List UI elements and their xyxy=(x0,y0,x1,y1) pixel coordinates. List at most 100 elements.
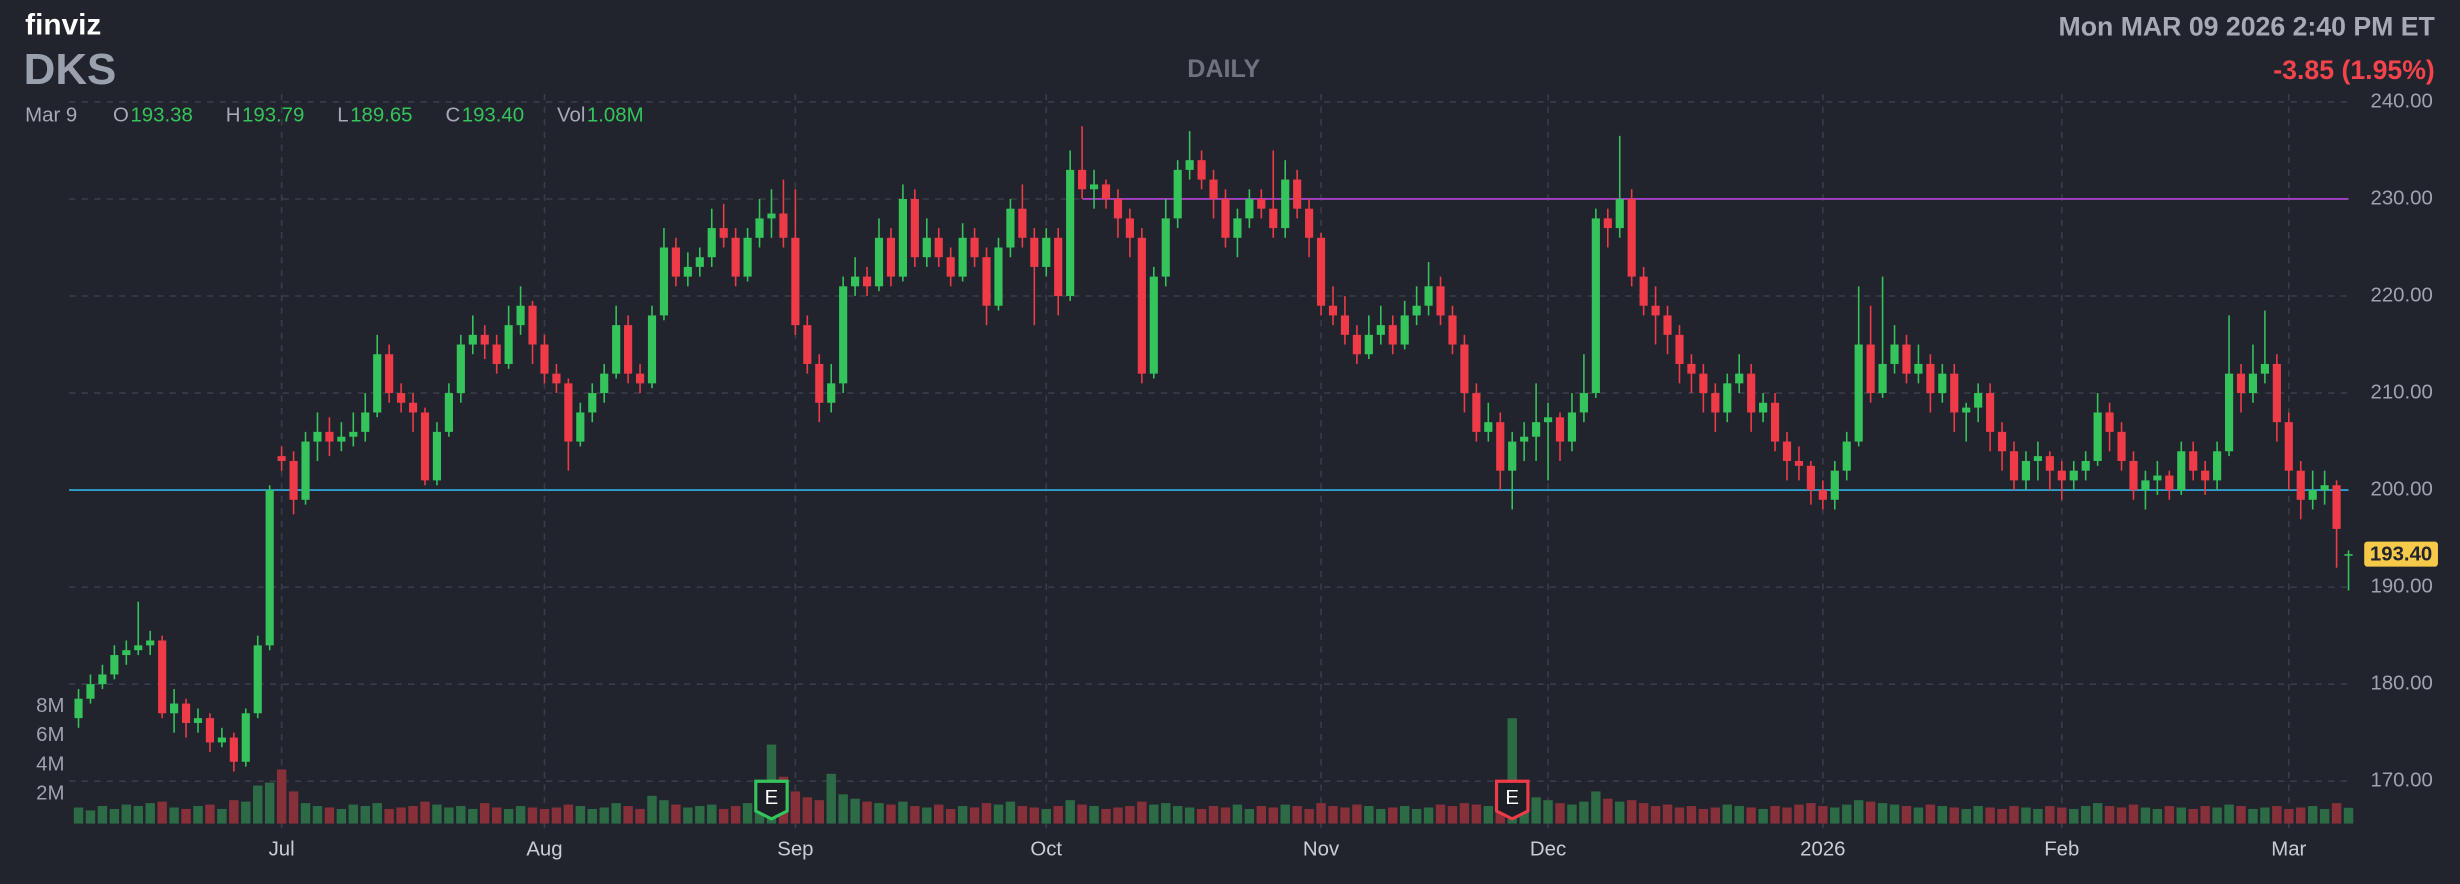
volume-bar xyxy=(1794,804,1804,824)
volume-bar xyxy=(1937,806,1948,824)
volume-bar xyxy=(444,807,454,824)
candle-body xyxy=(1830,470,1839,500)
volume-bar xyxy=(599,807,609,824)
volume-bar xyxy=(300,803,311,824)
volume-bar xyxy=(1376,808,1386,824)
volume-bar xyxy=(396,807,406,824)
quote-value: 1.08M xyxy=(587,104,644,126)
volume-bar xyxy=(276,769,287,824)
candle-body xyxy=(2213,451,2222,481)
candle-body xyxy=(1603,218,1612,229)
volume-bar xyxy=(324,807,335,824)
candle-body xyxy=(158,640,167,714)
candle-body xyxy=(1986,393,1995,432)
candle-body xyxy=(528,305,537,345)
volume-bar xyxy=(707,804,717,824)
quote-value: 193.40 xyxy=(462,104,524,126)
volume-bar xyxy=(2092,803,2103,824)
volume-bar xyxy=(730,806,741,824)
volume-bar xyxy=(838,794,848,824)
volume-bar xyxy=(1758,808,1768,824)
candle-body xyxy=(1030,237,1039,267)
volume-bar xyxy=(2188,808,2198,824)
volume-bar xyxy=(1483,806,1494,824)
volume-bar xyxy=(993,804,1004,824)
candle-body xyxy=(229,737,238,762)
candle-body xyxy=(1328,305,1338,316)
candle-body xyxy=(1472,393,1481,432)
candle-body xyxy=(1221,198,1230,238)
volume-bar xyxy=(2272,806,2282,824)
candle-body xyxy=(2236,373,2246,394)
x-tick-label: Jul xyxy=(269,839,295,861)
candle-body xyxy=(480,334,489,345)
volume-bar xyxy=(1244,808,1255,824)
volume-bar xyxy=(659,800,669,824)
candle-body xyxy=(1412,305,1421,316)
candle-body xyxy=(1962,407,1971,413)
candle-body xyxy=(851,276,860,287)
candle-body xyxy=(1209,179,1218,199)
volume-bar xyxy=(1842,804,1852,824)
candle-body xyxy=(2129,460,2138,491)
candle-body xyxy=(86,684,95,699)
volume-bar xyxy=(456,806,466,824)
volume-bar xyxy=(1961,808,1971,824)
candle-body xyxy=(647,315,657,384)
volume-bar xyxy=(1662,804,1673,824)
candle-body xyxy=(576,412,585,442)
quote-value: 193.38 xyxy=(130,104,192,126)
x-tick-label: 2026 xyxy=(1800,839,1845,861)
candle-body xyxy=(1759,402,1768,413)
candle-body xyxy=(1591,218,1600,394)
volume-bar xyxy=(862,801,872,824)
volume-bar xyxy=(1973,806,1983,824)
volume-bar xyxy=(2331,803,2342,824)
volume-bar xyxy=(1710,807,1721,824)
candle-body xyxy=(2045,456,2054,471)
candle-body xyxy=(1436,286,1445,316)
volume-bar xyxy=(1017,806,1028,824)
candle-body xyxy=(612,325,621,374)
candle-body xyxy=(1532,422,1541,437)
candle-body xyxy=(1305,208,1314,238)
volume-bar xyxy=(360,806,370,824)
brand-logo[interactable]: finviz xyxy=(25,9,101,42)
volume-bar xyxy=(1435,804,1446,824)
volume-bar xyxy=(384,808,394,824)
candle-body xyxy=(1293,179,1302,209)
volume-bar xyxy=(97,806,108,824)
candle-body xyxy=(2248,373,2258,394)
candle-body xyxy=(2308,490,2317,500)
candle-body xyxy=(2105,412,2114,432)
volume-bar xyxy=(587,808,597,824)
candle-body xyxy=(1257,198,1266,209)
volume-bar xyxy=(647,795,657,824)
candle-body xyxy=(994,247,1003,306)
candle-body xyxy=(874,237,884,287)
volume-bar xyxy=(2212,807,2222,824)
volume-bar xyxy=(1889,804,1900,824)
candle-body xyxy=(289,460,298,500)
volume-bar xyxy=(1364,806,1374,824)
last-price-tag xyxy=(2364,541,2438,567)
volume-bar xyxy=(742,803,753,824)
candle-body xyxy=(719,228,728,238)
candle-body xyxy=(1173,169,1182,219)
candle-body xyxy=(815,363,824,403)
candle-body xyxy=(707,228,716,258)
candle-body xyxy=(1364,334,1373,355)
volume-bar xyxy=(635,808,645,824)
last-price-label: 193.40 xyxy=(2370,543,2432,565)
volume-bar xyxy=(922,807,932,824)
volume-bar xyxy=(527,807,538,824)
candle-body xyxy=(934,237,943,258)
candle-body xyxy=(337,436,346,442)
candle-body xyxy=(1950,373,1959,413)
candle-body xyxy=(1137,237,1146,374)
volume-bar xyxy=(145,803,155,824)
candle-body xyxy=(241,713,250,762)
volume-bar xyxy=(575,806,586,824)
volume-bar xyxy=(1638,803,1649,824)
candle-body xyxy=(588,393,597,413)
